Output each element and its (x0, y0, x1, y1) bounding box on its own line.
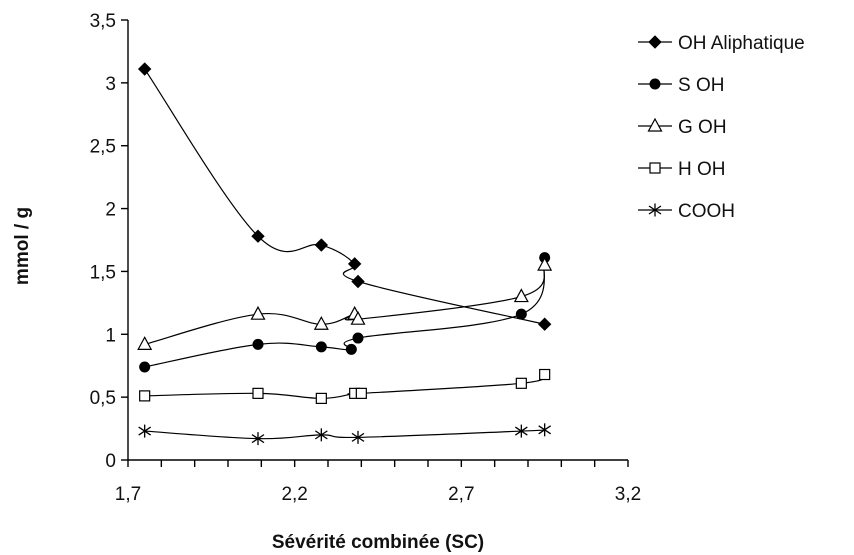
data-point (138, 424, 152, 438)
data-point (315, 341, 327, 353)
data-point (251, 432, 265, 446)
legend-label: COOH (678, 201, 735, 222)
data-point (515, 308, 527, 320)
data-point (314, 238, 329, 252)
y-axis-title: mmol / g (12, 207, 33, 285)
data-point (350, 310, 366, 325)
legend-marker (647, 117, 663, 132)
y-tick-label: 3 (105, 74, 116, 95)
y-tick-label: 2 (105, 200, 116, 221)
y-tick-label: 1,5 (90, 262, 116, 283)
legend-item: S OH (638, 75, 724, 96)
x-tick-label: 2,7 (448, 484, 474, 505)
data-point (251, 229, 265, 243)
y-tick-label: 3,5 (90, 11, 116, 32)
data-point (252, 338, 264, 350)
data-point (355, 387, 367, 399)
legend-marker (649, 78, 661, 90)
legend-marker (648, 203, 662, 217)
data-point (539, 368, 551, 381)
data-point (514, 424, 528, 438)
legend-item: OH Aliphatique (638, 33, 805, 54)
legend: OH Aliphatique S OH G OH H OH COOH (638, 33, 805, 222)
series-line (144, 257, 546, 368)
x-tick-label: 2,2 (281, 484, 307, 505)
data-point (515, 377, 527, 389)
data-point (538, 423, 552, 437)
data-point (315, 392, 327, 404)
series-group (137, 62, 553, 446)
axes: 0 0,5 1 1,5 2 2,5 3 3,5 1,7 2,2 2,7 3,2 (90, 11, 642, 505)
data-point (351, 430, 365, 444)
data-point (139, 390, 151, 402)
data-point (513, 288, 529, 303)
data-point (347, 257, 362, 271)
data-point (314, 428, 328, 442)
data-point (137, 336, 153, 350)
data-point (537, 256, 553, 271)
data-point (537, 317, 552, 331)
legend-marker (649, 162, 661, 174)
y-tick-label: 1 (105, 325, 116, 346)
x-axis-title: Sévérité combinée (SC) (272, 532, 484, 553)
series-line (144, 429, 545, 440)
legend-item: H OH (638, 159, 726, 180)
series-line (144, 264, 546, 345)
data-point (139, 361, 151, 373)
data-point (252, 387, 264, 399)
y-tick-label: 0 (105, 451, 116, 472)
series-asterisk (138, 423, 552, 446)
data-point (352, 332, 364, 344)
series-line (144, 373, 546, 400)
series-square (139, 368, 551, 404)
legend-item: COOH (638, 201, 735, 222)
legend-label: H OH (678, 159, 726, 180)
y-tick-label: 2,5 (90, 137, 116, 158)
data-point (137, 62, 152, 76)
series-line (144, 68, 545, 325)
data-point (250, 305, 266, 320)
x-tick-label: 1,7 (115, 484, 141, 505)
data-point (313, 315, 329, 330)
legend-item: G OH (638, 117, 727, 138)
legend-label: G OH (678, 117, 727, 138)
x-tick-label: 3,2 (615, 484, 641, 505)
series-diamond (137, 62, 552, 331)
legend-label: S OH (678, 75, 724, 96)
y-tick-label: 0,5 (90, 388, 116, 409)
data-point (351, 274, 365, 289)
legend-label: OH Aliphatique (678, 33, 805, 54)
series-circle (139, 252, 551, 373)
legend-marker (648, 35, 662, 49)
series-triangle (137, 256, 553, 350)
data-point (345, 343, 357, 355)
